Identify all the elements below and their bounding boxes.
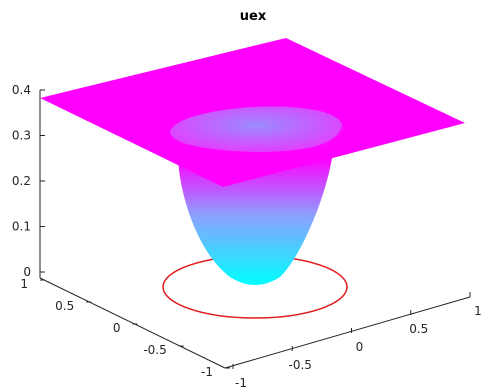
- z-tick-label: 0.1: [12, 220, 31, 234]
- x-tick-label: -1: [235, 376, 247, 388]
- surface-rim: [170, 124, 342, 158]
- surface-well-opening: [170, 106, 343, 154]
- y-axis-line: [39, 277, 226, 369]
- x-axis-ticks: -1 -0.5 0 0.5 1: [232, 292, 482, 388]
- x-tick-label: 1: [474, 304, 482, 318]
- y-axis-ticks: -1 -0.5 0 0.5 1: [20, 277, 230, 379]
- x-tick-label: 0: [356, 340, 364, 354]
- surface-well: [178, 158, 332, 285]
- y-tick-label: 0.5: [55, 299, 74, 313]
- z-tick-label: 0.3: [12, 129, 31, 143]
- x-axis-line: [224, 296, 471, 369]
- z-tick-label: 0.2: [12, 174, 31, 188]
- y-tick-label: 1: [20, 277, 28, 291]
- y-tick-label: -0.5: [143, 343, 166, 357]
- chart-title: uex: [240, 9, 267, 24]
- x-tick-label: 0.5: [409, 322, 428, 336]
- z-tick-label: 0: [23, 265, 31, 279]
- y-tick-label: 0: [113, 321, 121, 335]
- x-tick-label: -0.5: [289, 358, 312, 372]
- z-tick-label: 0.4: [12, 83, 31, 97]
- y-tick-label: -1: [201, 365, 213, 379]
- z-axis-ticks: 0 0.1 0.2 0.3 0.4: [12, 83, 45, 279]
